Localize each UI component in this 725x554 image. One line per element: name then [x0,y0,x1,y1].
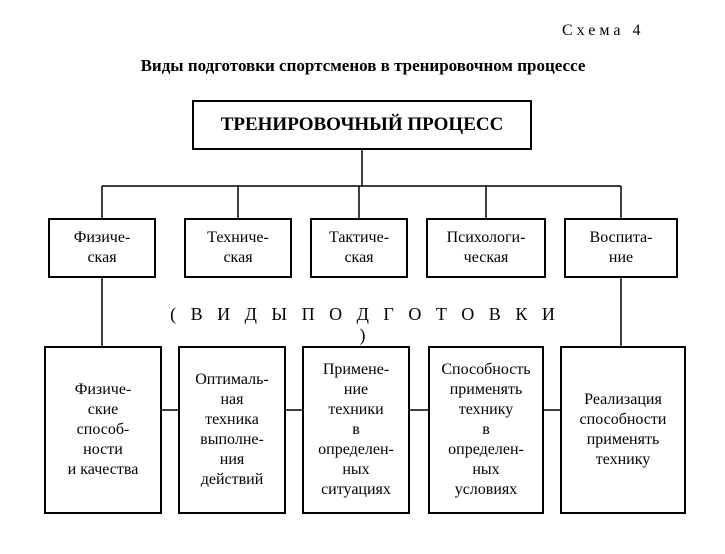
row2-node-4: Реализацияспособностиприменятьтехнику [560,346,686,514]
row1-node-0: Физиче-ская [48,218,156,278]
diagram-title: Виды подготовки спортсменов в тренировоч… [128,56,598,76]
row2-node-2: Примене-ниетехникивопределен-ныхситуация… [302,346,410,514]
row2-node-3: Способностьприменятьтехникувопределен-ны… [428,346,544,514]
row2-label-0: Физиче-скиеспособ-ностии качества [68,380,139,480]
row1-node-4: Воспита-ние [564,218,678,278]
row2-label-2: Примене-ниетехникивопределен-ныхситуация… [318,360,394,500]
row2-node-1: Оптималь-наятехникавыполне-ниядействий [178,346,286,514]
row1-label-0: Физиче-ская [74,228,131,268]
section-label: ( В И Д Ы П О Д Г О Т О В К И ) [170,304,560,346]
row1-label-1: Техниче-ская [207,228,269,268]
row1-node-3: Психологи-ческая [426,218,546,278]
row1-label-3: Психологи-ческая [447,228,526,268]
row2-node-0: Физиче-скиеспособ-ностии качества [44,346,162,514]
scheme-number: Схема 4 [562,22,645,40]
row1-label-2: Тактиче-ская [329,228,389,268]
row1-node-2: Тактиче-ская [310,218,408,278]
row2-label-4: Реализацияспособностиприменятьтехнику [580,390,667,470]
row1-label-4: Воспита-ние [590,228,653,268]
row2-label-3: Способностьприменятьтехникувопределен-ны… [441,360,530,500]
row1-node-1: Техниче-ская [184,218,292,278]
root-node: ТРЕНИРОВОЧНЫЙ ПРОЦЕСС [192,100,532,150]
row2-label-1: Оптималь-наятехникавыполне-ниядействий [195,370,269,490]
root-node-label: ТРЕНИРОВОЧНЫЙ ПРОЦЕСС [221,113,504,137]
diagram-page: Схема 4 Виды подготовки спортсменов в тр… [0,0,725,554]
